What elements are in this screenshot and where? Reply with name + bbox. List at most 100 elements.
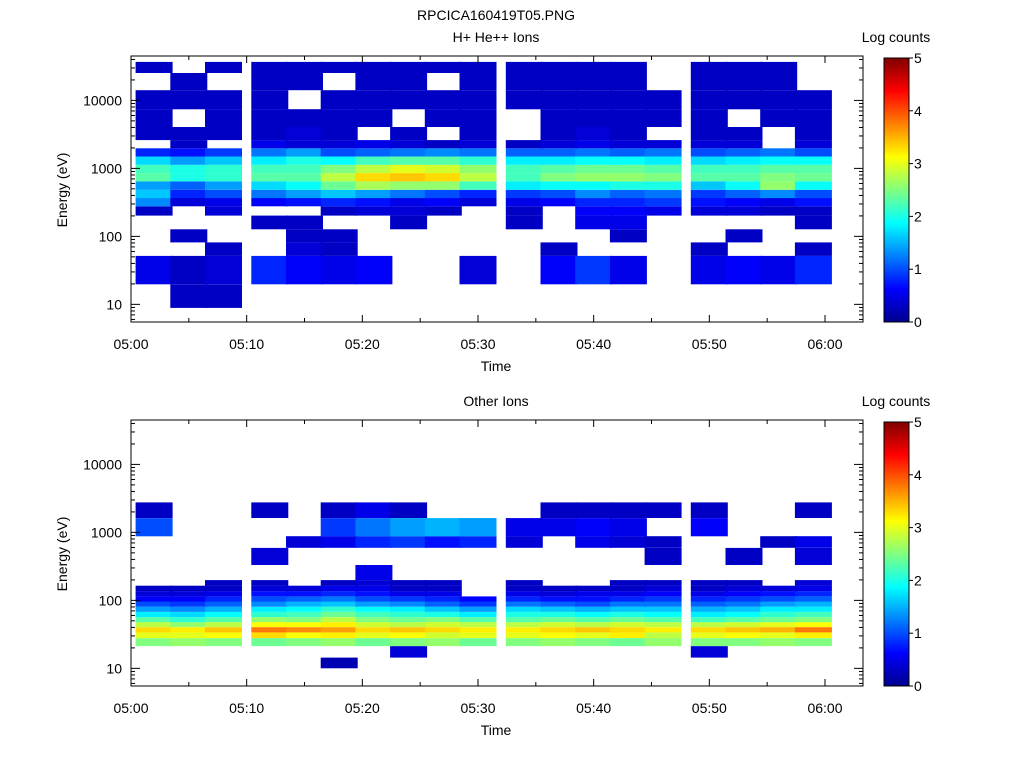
heatmap-cell [170,164,208,174]
heatmap-cell [690,164,728,174]
heatmap-cell [575,596,613,602]
heatmap-cell [286,140,323,149]
heatmap-cell [609,536,647,548]
heatmap-cell [540,627,578,633]
panel-h-he-ions: H+ He++ Ions Log counts Time Energy (eV)… [54,29,930,374]
colorbar-tick-label: 5 [914,50,922,66]
heatmap-cell [505,148,543,157]
heatmap-cell [505,215,543,230]
heatmap-cell [459,198,497,207]
heatmap-cell [540,601,578,607]
y-tick-label: 100 [99,592,123,608]
heatmap-cell [760,189,798,199]
heatmap-cell [355,518,393,537]
heatmap-cell [459,611,497,618]
heatmap-cell [135,632,173,639]
heatmap-cell [251,173,289,182]
heatmap-cell [459,181,497,190]
heatmap-cell [575,606,613,612]
heatmap-cell [505,596,543,602]
heatmap-cell [725,606,763,612]
heatmap-cell [540,596,578,602]
heatmap-cell [286,127,323,141]
heatmap-cell [355,627,393,633]
heatmap-cell [794,627,832,633]
heatmap-cell [690,109,728,127]
heatmap-cell [540,606,578,612]
heatmap-cell [170,606,208,612]
heatmap-cell [355,632,393,639]
heatmap-cell [644,206,682,216]
heatmap-cell [424,189,462,199]
heatmap-cell [286,242,323,256]
heatmap-cell [760,585,798,592]
heatmap-cell [794,632,832,639]
heatmap-cell [725,127,763,141]
heatmap-cell [794,156,832,165]
heatmap-cell [575,148,613,157]
heatmap-cell [609,181,647,190]
heatmap-cell [725,547,763,565]
heatmap-cell [609,148,647,157]
heatmap-cell [320,518,358,537]
heatmap-cell [355,585,393,592]
heatmap-cell [205,189,242,199]
heatmap-cell [205,206,242,216]
heatmap-cell [644,627,682,633]
heatmap-cell [644,140,682,149]
heatmap-cell [690,632,728,639]
heatmap-cell [725,632,763,639]
heatmap-cell [505,585,543,592]
heatmap-cell [320,109,358,127]
heatmap-cell [725,585,763,592]
heatmap-cell [540,109,578,127]
heatmap-cell [690,242,728,256]
heatmap-cell [505,518,543,537]
y-tick-label: 10000 [83,456,122,472]
heatmap-cell [424,580,462,586]
heatmap-cell [690,148,728,157]
x-tick-label: 05:10 [229,700,264,716]
heatmap-cell [355,617,393,623]
heatmap-cell [355,206,393,216]
heatmap-cell [690,140,728,149]
heatmap-cell [540,164,578,174]
heatmap-cell [390,90,428,110]
heatmap-cell [286,622,323,628]
heatmap-cell [760,536,798,548]
heatmap-cell [320,242,358,256]
heatmap-cell [609,61,647,73]
heatmap-cell [690,502,728,518]
y-tick-label: 10000 [83,92,122,108]
heatmap-cells [135,502,832,669]
heatmap-cell [390,206,428,216]
heatmap-cell [424,627,462,633]
heatmap-cell [459,255,497,285]
heatmap-cell [505,198,543,207]
heatmap-cell [725,638,763,647]
heatmap-cell [390,591,428,597]
heatmap-cell [320,90,358,110]
heatmap-cell [390,164,428,174]
heatmap-cell [575,173,613,182]
heatmap-cell [251,502,289,518]
heatmap-cell [760,606,798,612]
heatmap-cell [575,591,613,597]
heatmap-cell [609,601,647,607]
heatmap-cell [286,638,323,647]
heatmap-cell [760,622,798,628]
heatmap-cell [575,181,613,190]
heatmap-cell [205,109,242,127]
heatmap-cell [690,638,728,647]
colorbar-ticks: 0 1 2 3 4 5 [909,414,922,694]
heatmap-cell [459,90,497,110]
heatmap-cell [725,164,763,174]
heatmap-cell [540,518,578,537]
heatmap-cell [205,611,242,618]
heatmap-cell [760,596,798,602]
heatmap-cell [609,73,647,91]
heatmap-cell [760,156,798,165]
heatmap-cell [644,617,682,623]
heatmap-cell [320,198,358,207]
heatmap-cell [725,611,763,618]
